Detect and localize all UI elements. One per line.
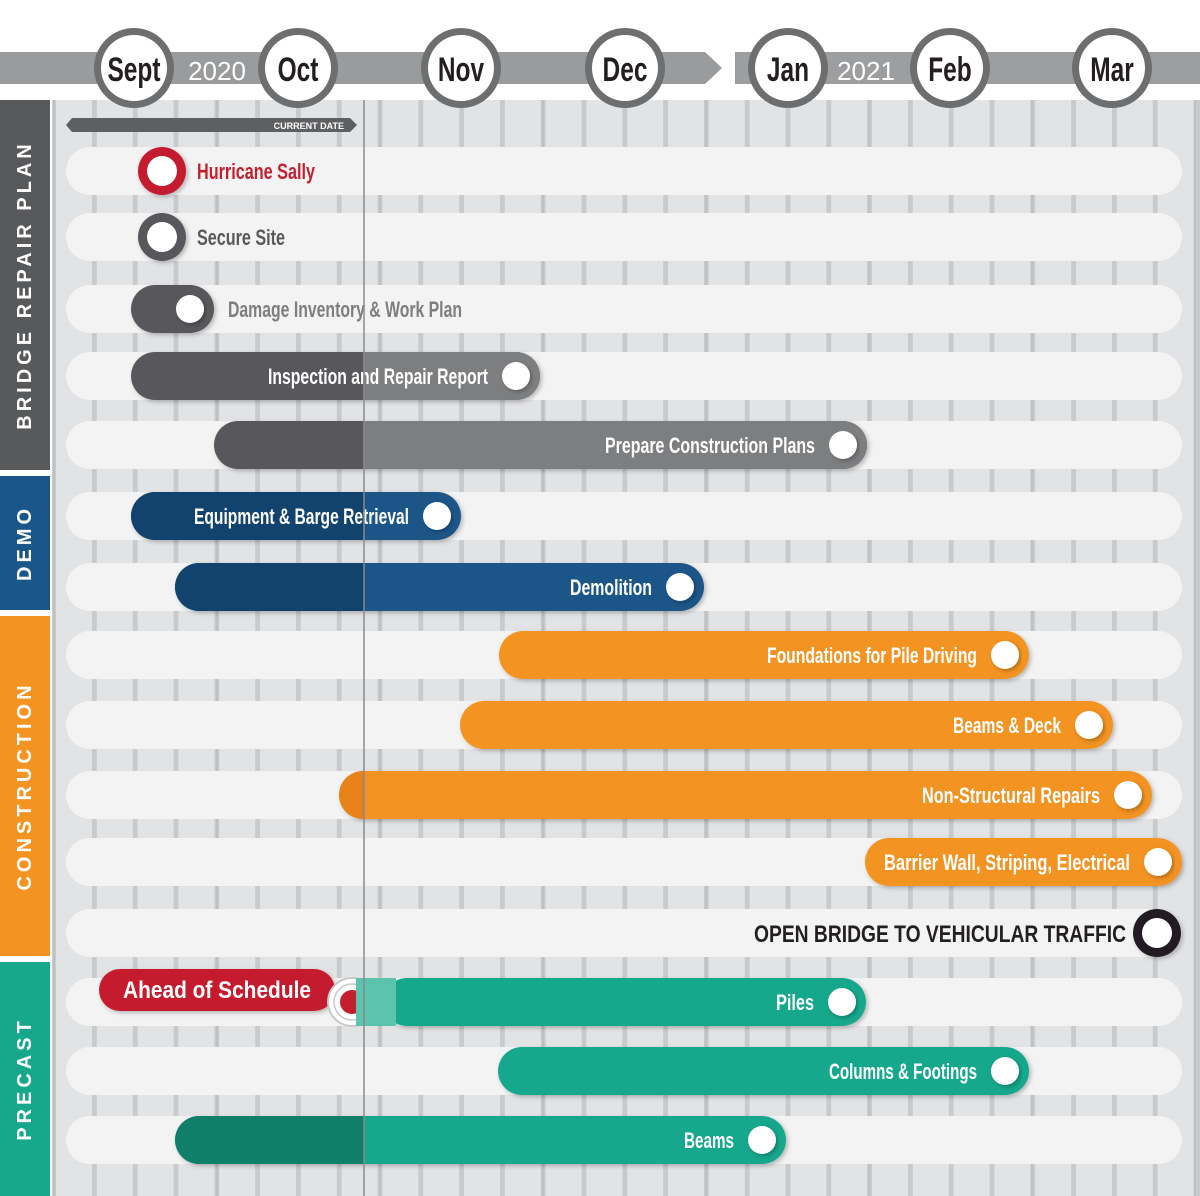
month-label: Dec [603,51,648,89]
month-circle [592,35,658,101]
task-end-knob [991,641,1019,669]
task-label: Inspection and Repair Report [268,364,488,389]
task-end-knob [828,988,856,1016]
task-label: Demolition [570,575,652,600]
row-track [66,285,1182,333]
milestone-center [147,156,177,186]
month-label: Oct [278,51,319,89]
month-circle [755,35,821,101]
current-date-marker: CURRENT DATE [66,118,357,132]
month-label: Nov [438,51,485,89]
task-label: Foundations for Pile Driving [767,643,977,668]
task-bar-remaining [364,352,540,400]
year-2020-label: 2020 [188,56,246,86]
task-end-knob [829,431,857,459]
task-label: Beams & Deck [953,713,1062,738]
month-circle [265,35,331,101]
task-label: Beams [684,1128,734,1153]
task-label: Barrier Wall, Striping, Electrical [884,850,1130,875]
task-row: Demolition [66,563,1182,611]
month-circle [917,35,983,101]
phase-label: BRIDGE REPAIR PLAN [14,140,36,429]
task-label: Hurricane Sally [197,159,316,184]
phase-label: CONSTRUCTION [14,681,36,890]
phase-band [0,616,50,956]
task-row: Beams [66,1116,1182,1164]
month-circle [1079,35,1145,101]
task-rows: Hurricane Sally Secure Site Damage Invento… [66,100,1182,1196]
task-bar [865,838,1182,886]
task-row: Piles Ahead of Schedule [66,969,1182,1027]
task-end-knob [1114,781,1142,809]
task-label: Secure Site [197,225,285,250]
year-2021-label: 2021 [837,56,895,86]
task-row: Secure Site [66,213,1182,261]
milestone-center [1142,918,1172,948]
task-bar [499,631,1029,679]
task-bar [460,701,1113,749]
task-end-knob [991,1057,1019,1085]
task-end-knob [1075,711,1103,739]
task-label: Damage Inventory & Work Plan [228,297,462,322]
task-row: Inspection and Repair Report [66,352,1182,400]
task-end-knob [1144,848,1172,876]
ahead-band [356,978,396,1026]
task-label: OPEN BRIDGE TO VEHICULAR TRAFFIC [754,921,1126,948]
phase-label: PRECAST [14,1017,36,1141]
task-bar [339,771,1152,819]
phase-label: DEMO [14,505,36,581]
task-row: Hurricane Sally [66,147,1182,195]
month-circle [428,35,494,101]
task-row: Damage Inventory & Work Plan [66,285,1182,333]
month-label: Sept [107,51,160,89]
task-label: Piles [776,990,814,1015]
task-label: Columns & Footings [829,1059,977,1084]
task-row: Beams & Deck [66,701,1182,749]
month-circle [101,35,167,101]
phase-band [0,962,50,1196]
task-end-knob [423,502,451,530]
month-header: 2020 2021 Sept Oct Nov Dec Jan Feb Mar [0,28,1200,108]
header-arrow [705,52,722,84]
row-track [66,147,1182,195]
task-row: Equipment & Barge Retrieval [66,492,1182,540]
month-label: Mar [1090,51,1134,89]
current-date-label: CURRENT DATE [274,121,344,131]
milestone-center [147,222,177,252]
task-end-knob [176,295,204,323]
task-label: Non-Structural Repairs [922,783,1100,808]
callout-label: Ahead of Schedule [123,977,311,1004]
task-row: Non-Structural Repairs [66,771,1182,819]
task-end-knob [666,573,694,601]
task-end-knob [502,362,530,390]
task-row: Foundations for Pile Driving [66,631,1182,679]
callout-pill [99,969,335,1011]
task-bar [498,1047,1029,1095]
row-track [66,909,1182,957]
task-bar [383,978,866,1026]
task-end-knob [748,1126,776,1154]
task-bar-remaining [364,421,867,469]
month-label: Feb [928,51,971,89]
task-row: Barrier Wall, Striping, Electrical [66,838,1182,886]
phase-band [0,100,50,470]
phase-labels: BRIDGE REPAIR PLAN DEMO CONSTRUCTION PRECAS… [0,100,50,1196]
task-bar-elapsed [175,1116,364,1164]
task-bar-elapsed [131,492,364,540]
task-label: Prepare Construction Plans [605,433,815,458]
task-label: Equipment & Barge Retrieval [194,504,409,529]
phase-band [0,476,50,610]
month-label: Jan [767,51,809,89]
task-row: Columns & Footings [66,1047,1182,1095]
current-date-arrow [66,118,357,132]
task-bar-elapsed [175,563,364,611]
task-row: OPEN BRIDGE TO VEHICULAR TRAFFIC [66,909,1182,957]
row-track [66,213,1182,261]
task-bar-elapsed [339,771,364,819]
task-row: Prepare Construction Plans [66,421,1182,469]
